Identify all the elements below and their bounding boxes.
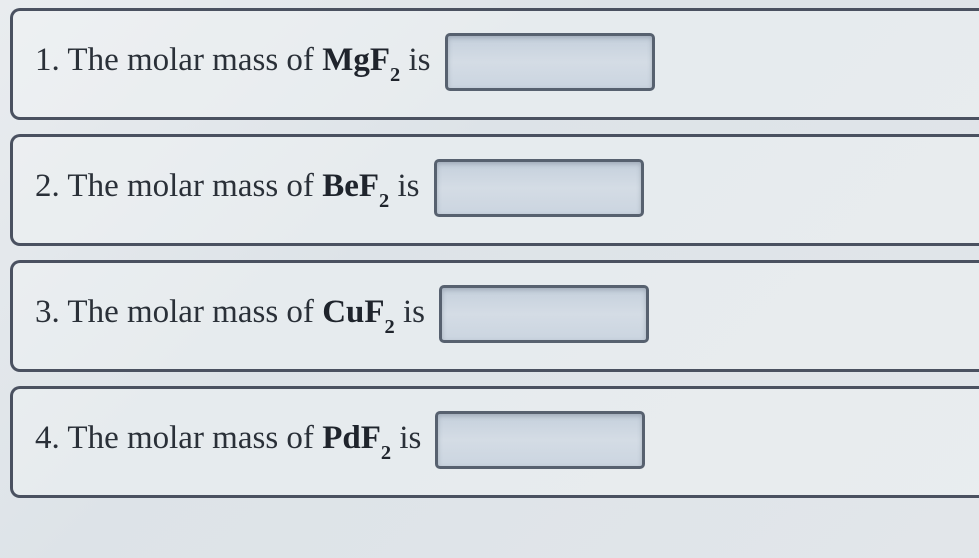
answer-input[interactable] <box>445 33 655 91</box>
question-lead: The molar mass of <box>67 42 314 78</box>
question-prompt: 3. The molar mass of CuF2 is <box>35 294 425 334</box>
formula-subscript: 2 <box>381 442 391 464</box>
formula-cation: Be <box>322 168 359 204</box>
question-lead: The molar mass of <box>67 168 314 204</box>
chemical-formula: PdF2 <box>322 420 391 456</box>
question-row: 2. The molar mass of BeF2 is <box>10 134 979 246</box>
formula-cation: Mg <box>322 42 370 78</box>
question-tail: is <box>398 168 420 204</box>
formula-anion: F <box>364 294 384 330</box>
question-number: 4. <box>35 420 60 456</box>
question-number: 2. <box>35 168 60 204</box>
question-row: 1. The molar mass of MgF2 is <box>10 8 979 120</box>
question-number: 1. <box>35 42 60 78</box>
formula-anion: F <box>370 42 390 78</box>
question-row: 3. The molar mass of CuF2 is <box>10 260 979 372</box>
chemical-formula: BeF2 <box>322 168 389 204</box>
formula-anion: F <box>359 168 379 204</box>
question-prompt: 1. The molar mass of MgF2 is <box>35 42 431 82</box>
formula-cation: Cu <box>322 294 364 330</box>
question-tail: is <box>399 420 421 456</box>
question-tail: is <box>408 42 430 78</box>
formula-subscript: 2 <box>379 190 389 212</box>
formula-subscript: 2 <box>390 64 400 86</box>
question-tail: is <box>403 294 425 330</box>
answer-input[interactable] <box>434 159 644 217</box>
answer-input[interactable] <box>439 285 649 343</box>
formula-anion: F <box>361 420 381 456</box>
chemical-formula: MgF2 <box>322 42 400 78</box>
question-row: 4. The molar mass of PdF2 is <box>10 386 979 498</box>
chemical-formula: CuF2 <box>322 294 395 330</box>
question-number: 3. <box>35 294 60 330</box>
formula-cation: Pd <box>322 420 361 456</box>
formula-subscript: 2 <box>385 316 395 338</box>
question-prompt: 2. The molar mass of BeF2 is <box>35 168 420 208</box>
question-prompt: 4. The molar mass of PdF2 is <box>35 420 421 460</box>
question-lead: The molar mass of <box>67 294 314 330</box>
answer-input[interactable] <box>435 411 645 469</box>
question-lead: The molar mass of <box>67 420 314 456</box>
